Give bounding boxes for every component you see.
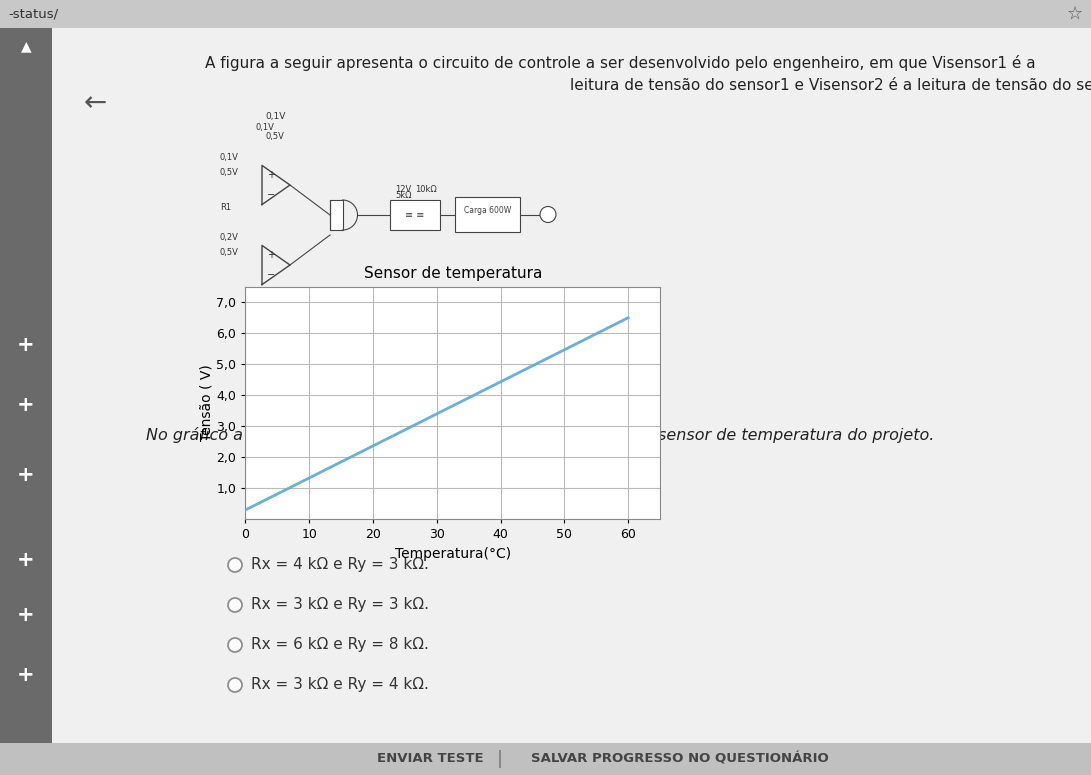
Text: |: | xyxy=(497,750,503,768)
Text: Rx = 6 kΩ e Ry = 8 kΩ.: Rx = 6 kΩ e Ry = 8 kΩ. xyxy=(251,638,429,653)
Circle shape xyxy=(540,206,556,222)
Bar xyxy=(455,197,520,232)
Text: +: + xyxy=(17,465,35,485)
Text: −: − xyxy=(267,270,275,280)
Text: +: + xyxy=(267,170,275,181)
Text: A figura a seguir apresenta o circuito de controle a ser desenvolvido pelo engen: A figura a seguir apresenta o circuito d… xyxy=(205,55,1035,71)
Text: leitura de tensão do sensor1 e Visensor2 é a leitura de tensão do sensor2.: leitura de tensão do sensor1 e Visensor2… xyxy=(570,78,1091,94)
Title: Sensor de temperatura: Sensor de temperatura xyxy=(363,267,542,281)
Text: ←: ← xyxy=(83,89,107,117)
Text: 0,5V: 0,5V xyxy=(265,132,284,141)
Text: SALVAR PROGRESSO NO QUESTIONÁRIO: SALVAR PROGRESSO NO QUESTIONÁRIO xyxy=(531,753,829,766)
Text: +: + xyxy=(17,395,35,415)
Text: No gráfico a seguir está representada a curva característica do sensor de temper: No gráfico a seguir está representada a … xyxy=(146,427,934,443)
Text: +: + xyxy=(17,335,35,355)
Text: +: + xyxy=(17,665,35,685)
Text: 0,2V: 0,2V xyxy=(220,233,239,242)
Bar xyxy=(389,200,440,230)
Text: 0,5V: 0,5V xyxy=(220,248,239,257)
Text: Rx = 4 kΩ e Ry = 3 kΩ.: Rx = 4 kΩ e Ry = 3 kΩ. xyxy=(251,557,429,573)
Text: 12V: 12V xyxy=(395,185,411,194)
Text: +: + xyxy=(17,550,35,570)
Text: 0,1V: 0,1V xyxy=(265,112,286,121)
Bar xyxy=(0,28,52,775)
Text: +: + xyxy=(267,250,275,260)
Text: 0,5V: 0,5V xyxy=(220,168,239,177)
Circle shape xyxy=(228,558,242,572)
Text: ENVIAR TESTE: ENVIAR TESTE xyxy=(376,753,483,766)
Circle shape xyxy=(228,678,242,692)
Text: +: + xyxy=(17,605,35,625)
Circle shape xyxy=(228,638,242,652)
Bar xyxy=(0,743,1091,775)
Text: 0,1V: 0,1V xyxy=(255,123,274,132)
Text: -status/: -status/ xyxy=(8,8,58,20)
Text: 0,1V: 0,1V xyxy=(220,153,239,162)
Text: ▲: ▲ xyxy=(21,39,32,53)
X-axis label: Temperatura(°C): Temperatura(°C) xyxy=(395,547,511,561)
Circle shape xyxy=(228,598,242,612)
Text: Rx = 3 kΩ e Ry = 3 kΩ.: Rx = 3 kΩ e Ry = 3 kΩ. xyxy=(251,598,429,612)
Text: ☆: ☆ xyxy=(1067,5,1083,23)
Text: Rx = 3 kΩ e Ry = 4 kΩ.: Rx = 3 kΩ e Ry = 4 kΩ. xyxy=(251,677,429,693)
Text: 5kΩ: 5kΩ xyxy=(395,191,411,200)
Bar xyxy=(329,200,343,230)
Text: Carga 600W: Carga 600W xyxy=(464,206,511,215)
Text: −: − xyxy=(267,190,275,200)
Y-axis label: Tensão ( V): Tensão ( V) xyxy=(200,364,214,442)
Text: R1: R1 xyxy=(220,203,231,212)
Text: ≡ ≡: ≡ ≡ xyxy=(406,210,424,220)
Bar xyxy=(0,0,1091,28)
Text: 10kΩ: 10kΩ xyxy=(415,185,436,194)
